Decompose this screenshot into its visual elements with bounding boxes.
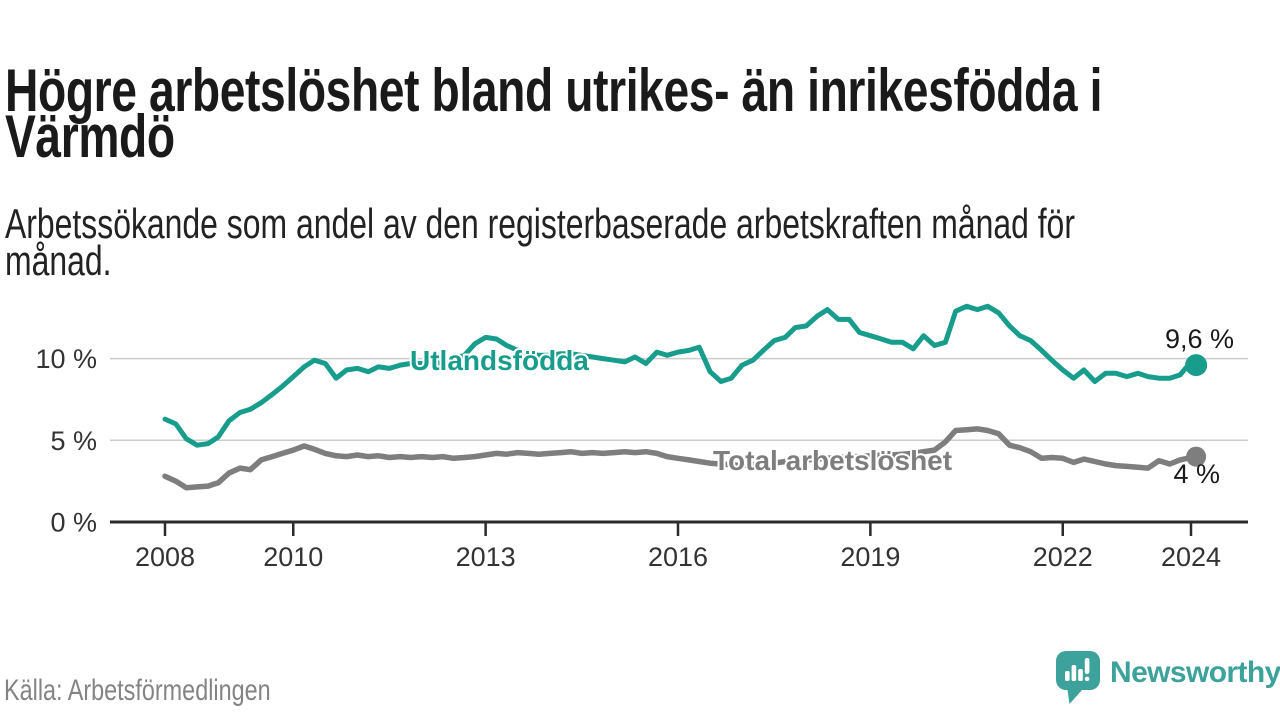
- source-caption: Källa: Arbetsförmedlingen: [4, 674, 271, 707]
- series-inline-label-0: Utlandsfödda: [410, 345, 589, 376]
- y-tick-label: 0 %: [50, 508, 97, 538]
- series-line-0: [162, 303, 1199, 448]
- exclamation-bar: [1084, 658, 1090, 674]
- bar-2: [1071, 665, 1077, 681]
- series-end-value-label-1: 4 %: [1173, 459, 1220, 489]
- y-tick-label: 5 %: [50, 426, 97, 456]
- x-tick-label: 2019: [840, 542, 900, 572]
- x-tick-label: 2024: [1161, 542, 1221, 572]
- line-chart: 0 % 5 % 10 % 2008 2010 2013 2016 2019 2022 2024 Ut…: [35, 303, 1248, 572]
- page-subtitle: Arbetssökande som andel av den registerb…: [5, 200, 1075, 284]
- series-end-dot-1: [1186, 446, 1207, 467]
- x-tick-label: 2008: [135, 542, 195, 572]
- x-tick-label: 2010: [263, 542, 323, 572]
- newsworthy-logo-link[interactable]: Newsworthy: [1054, 648, 1280, 708]
- bar-3: [1078, 669, 1083, 681]
- page-title: Högre arbetslöshet bland utrikes- än inr…: [5, 57, 1103, 171]
- x-tick-label: 2022: [1033, 542, 1093, 572]
- y-tick-label: 10 %: [35, 344, 97, 374]
- speech-bubble-shape: [1056, 651, 1100, 704]
- exclamation-dot: [1084, 676, 1090, 682]
- series-end-dot-0: [1185, 354, 1208, 377]
- x-tick-label: 2013: [456, 542, 516, 572]
- newsworthy-bubble-chart-icon: [1056, 651, 1100, 704]
- bar-1: [1065, 671, 1070, 681]
- x-tick-label: 2016: [648, 542, 708, 572]
- newsworthy-logo-text: Newsworthy: [1110, 656, 1280, 689]
- series-line-1: [162, 426, 1199, 491]
- series-inline-label-1: Total arbetslöshet: [713, 445, 952, 476]
- series-end-value-label-0: 9,6 %: [1165, 324, 1234, 354]
